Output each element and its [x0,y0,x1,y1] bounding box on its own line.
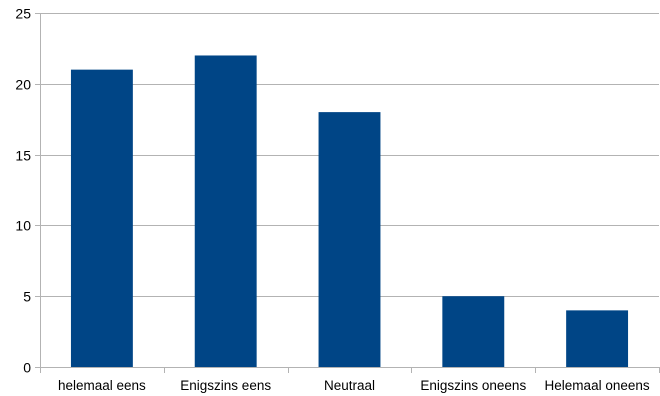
y-tick-label-20: 20 [15,77,31,93]
bar-helemaal-oneens [566,310,629,367]
y-tick-label-0: 0 [23,360,31,376]
bar-enigszins-eens [194,55,257,367]
bar-neutraal [318,112,381,368]
bar-helemaal-eens [70,69,133,367]
x-category-label-enigszins-oneens: Enigszins oneens [420,378,526,393]
x-category-label-neutraal: Neutraal [324,378,375,393]
x-category-labels: helemaal eens Enigszins eens Neutraal Enigs… [58,378,650,393]
y-tick-label-15: 15 [15,148,31,164]
y-tick-labels: 0 5 10 15 20 25 [15,6,31,376]
x-category-label-enigszins-eens: Enigszins eens [180,378,271,393]
y-tick-label-10: 10 [15,218,31,234]
x-category-label-helemaal-eens: helemaal eens [58,378,146,393]
bars [70,55,629,368]
y-tick-label-25: 25 [15,6,31,22]
bar-enigszins-oneens [442,296,505,367]
axes [35,13,660,373]
y-tick-label-5: 5 [23,289,31,305]
x-category-label-helemaal-oneens: Helemaal oneens [545,378,650,393]
